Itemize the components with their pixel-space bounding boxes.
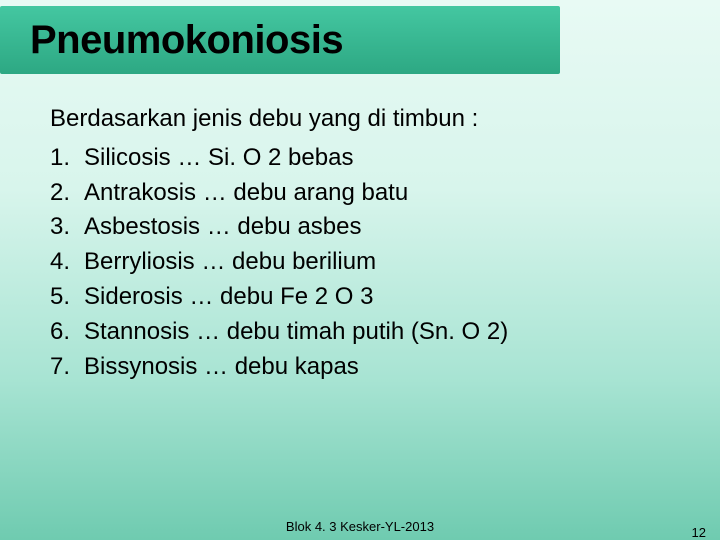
list-item: 7. Bissynosis … debu kapas (50, 350, 680, 385)
item-number: 4. (50, 245, 84, 280)
list-item: 4. Berryliosis … debu berilium (50, 245, 680, 280)
slide-title: Pneumokoniosis (30, 18, 343, 63)
item-text: Berryliosis … debu berilium (84, 245, 376, 280)
item-number: 3. (50, 210, 84, 245)
intro-text: Berdasarkan jenis debu yang di timbun : (50, 102, 680, 137)
page-number: 12 (692, 525, 706, 540)
item-list: 1. Silicosis … Si. O 2 bebas 2. Antrakos… (50, 141, 680, 385)
item-text: Stannosis … debu timah putih (Sn. O 2) (84, 315, 508, 350)
list-item: 3. Asbestosis … debu asbes (50, 210, 680, 245)
item-number: 5. (50, 280, 84, 315)
title-bar: Pneumokoniosis (0, 6, 560, 74)
item-text: Siderosis … debu Fe 2 O 3 (84, 280, 373, 315)
list-item: 1. Silicosis … Si. O 2 bebas (50, 141, 680, 176)
item-number: 1. (50, 141, 84, 176)
item-number: 6. (50, 315, 84, 350)
item-text: Antrakosis … debu arang batu (84, 176, 408, 211)
list-item: 5. Siderosis … debu Fe 2 O 3 (50, 280, 680, 315)
footer-text: Blok 4. 3 Kesker-YL-2013 (0, 519, 720, 534)
slide-content: Berdasarkan jenis debu yang di timbun : … (0, 74, 720, 384)
list-item: 2. Antrakosis … debu arang batu (50, 176, 680, 211)
list-item: 6. Stannosis … debu timah putih (Sn. O 2… (50, 315, 680, 350)
item-text: Silicosis … Si. O 2 bebas (84, 141, 353, 176)
item-text: Bissynosis … debu kapas (84, 350, 359, 385)
item-number: 7. (50, 350, 84, 385)
item-number: 2. (50, 176, 84, 211)
item-text: Asbestosis … debu asbes (84, 210, 362, 245)
